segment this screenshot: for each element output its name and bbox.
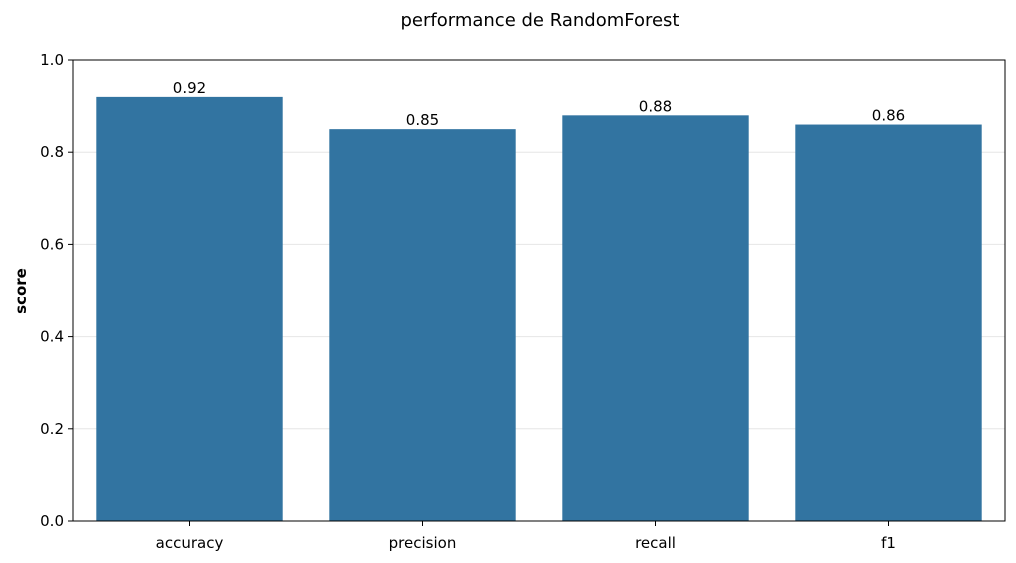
x-tick-label-precision: precision <box>389 534 457 552</box>
y-axis-label: score <box>12 268 30 314</box>
x-axis-ticks: accuracy precision recall f1 <box>156 521 896 552</box>
chart-title: performance de RandomForest <box>401 10 680 31</box>
y-tick-label: 0.6 <box>40 235 64 253</box>
y-tick-label: 0.0 <box>40 512 64 530</box>
y-tick-label: 0.4 <box>40 328 64 346</box>
data-label-f1: 0.86 <box>872 107 905 125</box>
bar-accuracy <box>96 96 283 521</box>
y-tick-label: 0.8 <box>40 143 64 161</box>
x-tick-label-recall: recall <box>635 534 676 552</box>
data-labels: 0.92 0.85 0.88 0.86 <box>173 79 905 129</box>
data-label-accuracy: 0.92 <box>173 79 206 97</box>
plot-frame <box>72 59 1006 522</box>
x-tick-label-f1: f1 <box>881 534 896 552</box>
data-label-recall: 0.88 <box>639 97 672 115</box>
y-tick-label: 0.2 <box>40 420 64 438</box>
x-tick-label-accuracy: accuracy <box>156 534 224 552</box>
bar-precision <box>329 129 516 521</box>
bars <box>96 96 982 521</box>
bar-recall <box>562 115 749 521</box>
y-axis-ticks: 0.0 0.2 0.4 0.6 0.8 1.0 <box>40 51 73 530</box>
data-label-precision: 0.85 <box>406 111 439 129</box>
bar-f1 <box>795 124 982 521</box>
y-tick-label: 1.0 <box>40 51 64 69</box>
